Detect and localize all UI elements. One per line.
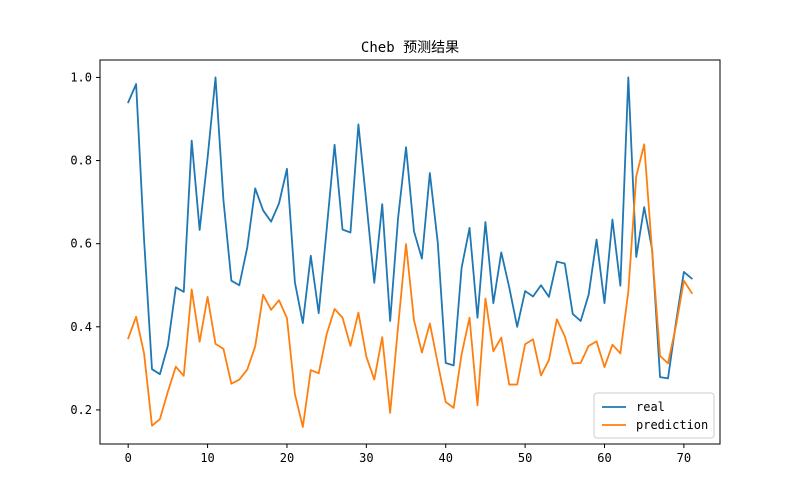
legend: real prediction [593,392,715,439]
chart-title: Cheb 预测结果 [361,40,459,56]
x-tick-label-50: 50 [518,451,532,465]
plot-frame [99,59,721,445]
y-tick-label-0.2: 0.2 [70,403,92,417]
series-line-real [127,76,693,380]
x-tick-label-70: 70 [677,451,691,465]
y-tick-label-0.4: 0.4 [70,320,92,334]
legend-label-prediction: prediction [636,418,708,432]
x-tick-label-40: 40 [438,451,452,465]
y-tick-label-0.8: 0.8 [70,154,92,168]
legend-box [593,392,715,439]
x-tick-label-30: 30 [359,451,373,465]
x-tick-label-20: 20 [280,451,294,465]
y-tick-label-0.6: 0.6 [70,237,92,251]
y-tick-label-1.0: 1.0 [70,70,92,84]
x-tick-label-60: 60 [597,451,611,465]
series-line-prediction [127,143,693,428]
x-tick-label-10: 10 [200,451,214,465]
legend-label-real: real [636,400,665,414]
x-tick-label-0: 0 [125,451,132,465]
